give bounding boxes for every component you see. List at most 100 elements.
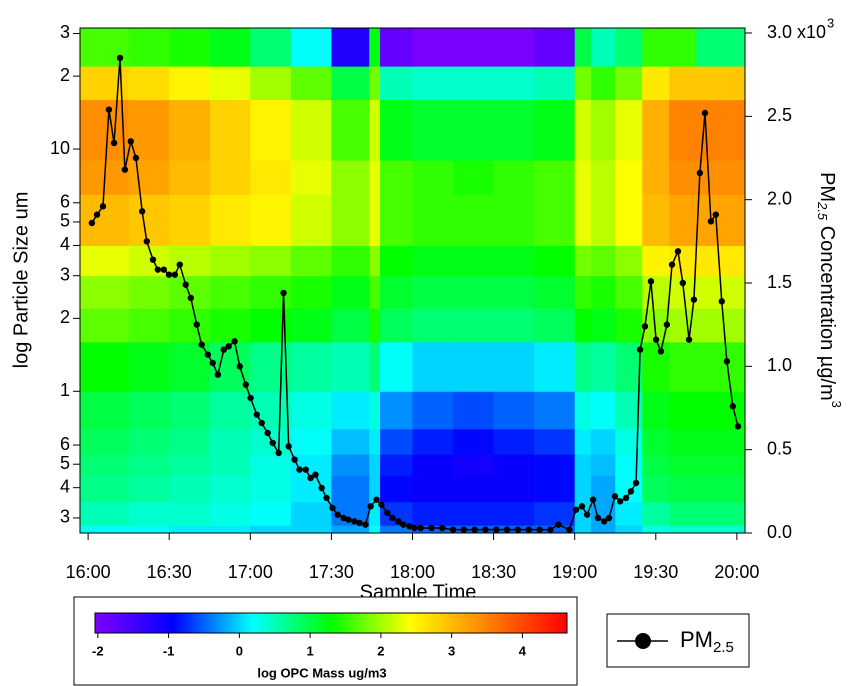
heatmap-cell xyxy=(380,475,413,503)
heatmap-cell xyxy=(642,245,670,277)
x-tick-label: 18:30 xyxy=(471,562,516,582)
pm-marker xyxy=(406,523,413,530)
heatmap-cell xyxy=(331,194,370,246)
heatmap-cell xyxy=(128,66,170,101)
heatmap-cell xyxy=(669,501,697,526)
heatmap-cell xyxy=(574,454,592,476)
colorbar-frame xyxy=(73,596,578,686)
heatmap-cell xyxy=(453,99,495,161)
x-tick-label: 19:00 xyxy=(552,562,597,582)
heatmap-cell xyxy=(209,308,251,343)
heatmap-cell xyxy=(534,308,576,343)
pm-marker xyxy=(384,509,391,517)
heatmap-cell xyxy=(696,245,745,277)
heatmap-cell xyxy=(642,194,670,246)
pm-marker xyxy=(647,278,655,285)
pm-marker xyxy=(258,419,265,427)
y-tick-label: 4 xyxy=(60,234,70,254)
y2-tick-label: 1.5 xyxy=(767,272,792,292)
x-tick-label: 17:00 xyxy=(228,562,273,582)
heatmap-cell xyxy=(250,99,292,161)
heatmap-cell xyxy=(369,160,381,195)
pm-marker xyxy=(214,371,222,378)
pm-line xyxy=(91,57,739,531)
pm-marker xyxy=(242,381,249,388)
heatmap-cell xyxy=(412,391,454,430)
heatmap-cell xyxy=(128,391,170,430)
colorbar-tick-label: -1 xyxy=(163,643,175,658)
heatmap-cell xyxy=(590,99,616,161)
heatmap-cell xyxy=(696,160,745,195)
heatmap-cell xyxy=(331,160,370,195)
heatmap-cell xyxy=(369,501,381,526)
heatmap-cell xyxy=(369,428,381,455)
pm-marker xyxy=(701,109,709,117)
pm-marker xyxy=(378,501,385,508)
heatmap-cell xyxy=(696,501,745,526)
heatmap-cell xyxy=(331,308,370,343)
pm-marker xyxy=(138,208,146,215)
heatmap-cell xyxy=(590,454,616,476)
heatmap-cell xyxy=(574,66,592,101)
heatmap-cell xyxy=(128,194,170,246)
y-tick-label: 6 xyxy=(60,434,70,454)
pm-marker xyxy=(204,351,212,358)
heatmap-cell xyxy=(331,454,370,476)
colorbar-tick-label: -2 xyxy=(92,643,104,658)
heatmap-cell xyxy=(574,341,592,392)
pm-marker xyxy=(389,514,396,522)
pm-marker xyxy=(269,439,276,447)
heatmap-cell xyxy=(250,454,292,476)
heatmap-cell xyxy=(534,475,576,503)
heatmap-cell xyxy=(534,99,576,161)
heatmap-cell xyxy=(615,194,643,246)
heatmap-cell xyxy=(493,275,535,309)
heatmap-cell xyxy=(209,160,251,195)
y2-tick-label: 1.0 xyxy=(767,355,792,375)
heatmap-cell xyxy=(493,28,535,67)
heatmap-cell xyxy=(453,308,495,343)
heatmap-cell xyxy=(453,194,495,246)
heatmap-cell xyxy=(290,391,332,430)
x-tick-label: 16:30 xyxy=(147,562,192,582)
pm-marker xyxy=(428,524,435,532)
y2-title-rest: Concentration µg/m xyxy=(816,220,838,401)
heatmap-cell xyxy=(534,391,576,430)
pm-marker xyxy=(536,526,543,533)
heatmap-cell xyxy=(380,245,413,277)
heatmap-cell xyxy=(80,428,130,455)
heatmap-cell xyxy=(128,525,170,533)
pm-marker xyxy=(605,514,613,522)
heatmap-cell xyxy=(80,501,130,526)
heatmap-cell xyxy=(331,275,370,309)
heatmap-cell xyxy=(380,341,413,392)
heatmap-cell xyxy=(380,66,413,101)
y-tick-label: 3 xyxy=(60,264,70,284)
heatmap-cell xyxy=(453,28,495,67)
heatmap-cell xyxy=(128,501,170,526)
heatmap-cell xyxy=(169,501,211,526)
heatmap-cell xyxy=(169,428,211,455)
pm-marker xyxy=(367,503,374,510)
pm-marker xyxy=(231,338,238,345)
heatmap-cell xyxy=(453,245,495,277)
heatmap-cell xyxy=(80,194,130,246)
heatmap-cell xyxy=(250,194,292,246)
pm-marker xyxy=(93,211,101,218)
heatmap-cell xyxy=(290,66,332,101)
heatmap-cell xyxy=(169,475,211,503)
colorbar-tick-label: 2 xyxy=(377,643,384,658)
heatmap-cell xyxy=(369,525,381,533)
pm-marker xyxy=(296,466,303,473)
heatmap-cell xyxy=(250,391,292,430)
pm-marker xyxy=(362,521,369,528)
heatmap-cell xyxy=(380,275,413,309)
x-tick-label: 18:00 xyxy=(390,562,435,582)
heatmap-cell xyxy=(290,28,332,67)
heatmap-cell xyxy=(380,525,413,533)
heatmap-cell xyxy=(453,160,495,195)
pm-marker xyxy=(105,106,113,113)
heatmap-cell xyxy=(615,245,643,277)
heatmap-cell xyxy=(169,275,211,309)
heatmap-cell xyxy=(696,28,745,67)
